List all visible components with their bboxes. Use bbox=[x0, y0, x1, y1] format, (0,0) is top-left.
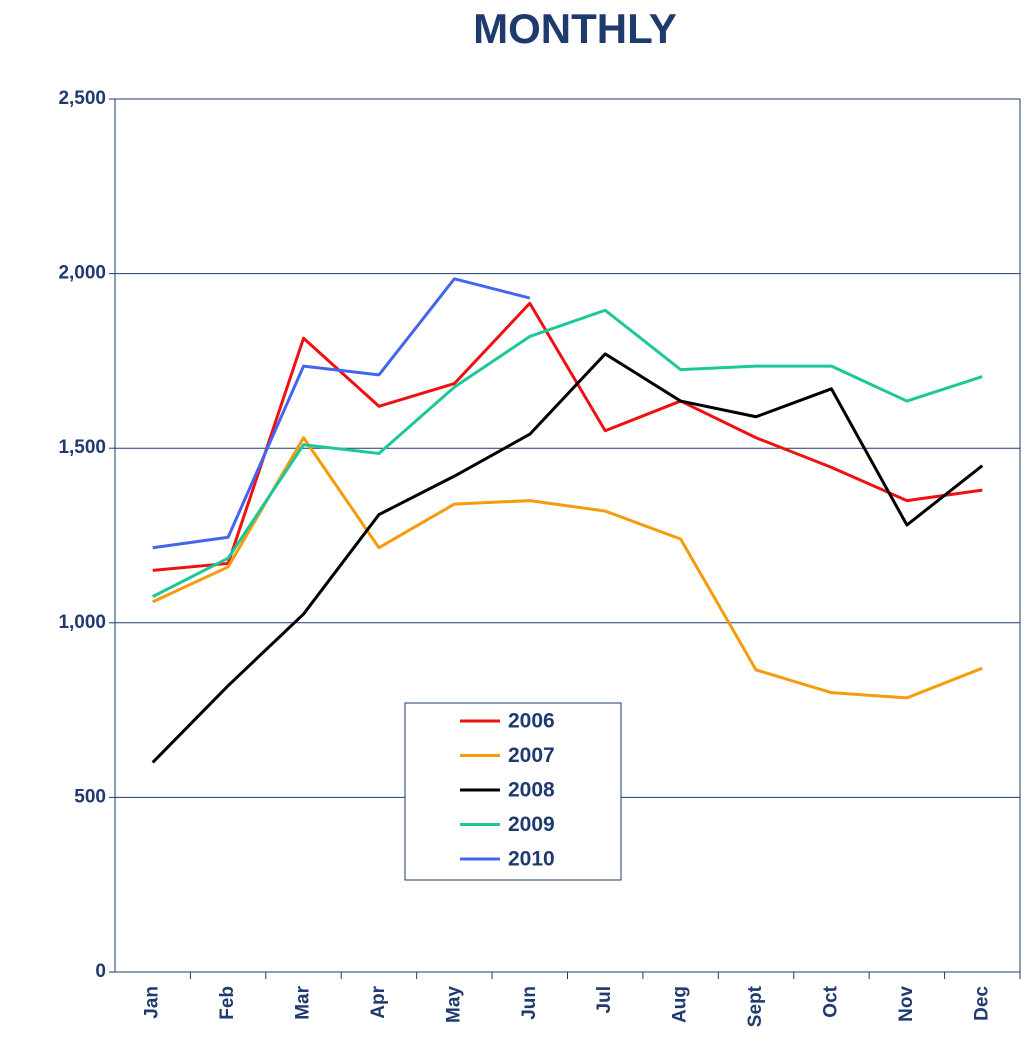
x-tick-label: Jul bbox=[594, 986, 615, 1013]
legend-label: 2009 bbox=[508, 813, 555, 836]
x-tick-label: Nov bbox=[896, 986, 917, 1022]
x-tick-label: May bbox=[443, 986, 464, 1023]
chart-title: MONTHLY bbox=[473, 5, 677, 52]
x-tick-label: Oct bbox=[820, 985, 841, 1017]
x-tick-label: Jan bbox=[142, 986, 163, 1019]
y-tick-label: 1,500 bbox=[58, 437, 106, 458]
series-line bbox=[151, 352, 984, 764]
y-tick-label: 2,000 bbox=[58, 263, 106, 284]
series-line bbox=[152, 301, 983, 572]
y-tick-label: 1,000 bbox=[58, 612, 106, 633]
x-tick-label: Sept bbox=[745, 985, 766, 1027]
legend-label: 2008 bbox=[508, 779, 555, 802]
x-tick-label: Aug bbox=[670, 986, 691, 1023]
y-tick-label: 2,500 bbox=[58, 88, 106, 109]
x-tick-label: Feb bbox=[217, 986, 238, 1020]
legend-label: 2007 bbox=[508, 744, 555, 767]
legend-box bbox=[404, 702, 622, 881]
x-tick-label: Dec bbox=[971, 986, 992, 1021]
x-tick-label: Jun bbox=[519, 986, 540, 1020]
series-line bbox=[152, 277, 531, 550]
y-tick-label: 500 bbox=[74, 786, 106, 807]
x-tick-label: Apr bbox=[368, 985, 389, 1018]
series-line bbox=[152, 308, 983, 598]
legend-label: 2006 bbox=[508, 710, 555, 733]
x-tick-label: Mar bbox=[293, 985, 314, 1019]
legend-label: 2010 bbox=[508, 848, 555, 871]
y-tick-label: 0 bbox=[95, 961, 106, 982]
series-line bbox=[152, 436, 983, 700]
